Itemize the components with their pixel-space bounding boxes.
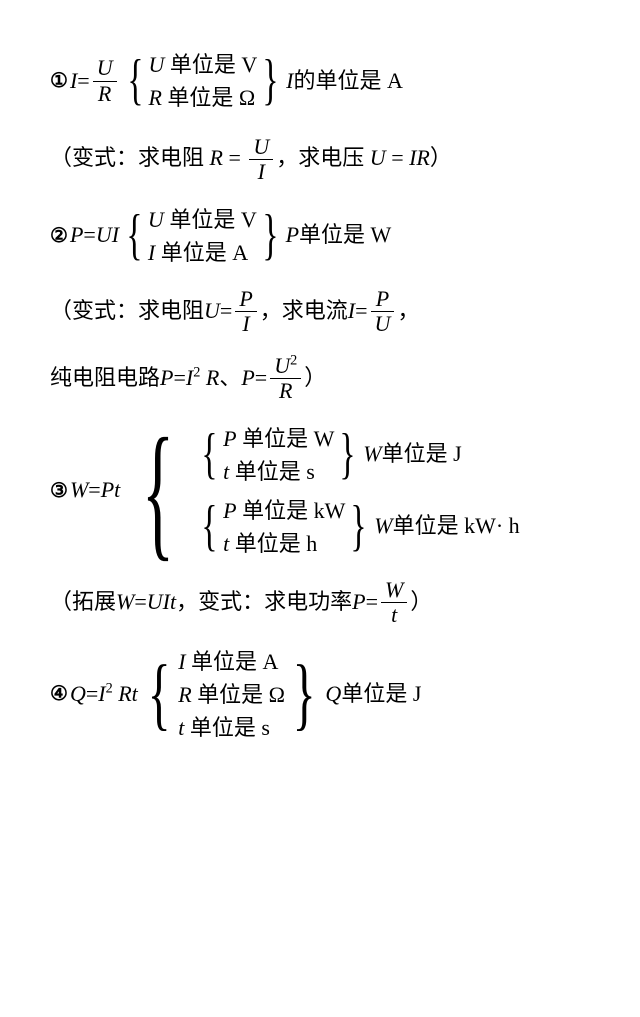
fraction-P-over-I: PI: [235, 287, 256, 336]
formula-4: ④ Q = I2 Rt { I 单位是 A R 单位是 Ω t 单位是 s } …: [50, 645, 600, 744]
result-var: I: [286, 66, 293, 97]
eq: =: [77, 66, 89, 97]
label-1: ①: [50, 67, 68, 95]
brace-units-4: { I 单位是 A R 单位是 Ω t 单位是 s }: [140, 645, 324, 744]
result-text: 的单位是 A: [293, 66, 402, 97]
formula-2-variant-b: 纯电阻电路 P = I2 R 、 P = U2 R ）: [50, 354, 600, 403]
fraction-P-over-U: PU: [371, 287, 395, 336]
fraction-W-over-t: Wt: [381, 578, 407, 627]
fraction-U2-over-R: U2 R: [270, 354, 301, 403]
formula-2-variant-a: （变式：求电阻 U = PI ，求电流 I = PU ，: [50, 287, 600, 336]
fraction-U-over-R: U R: [93, 56, 117, 105]
label-3: ③: [50, 477, 68, 505]
formula-3: ③ W = Pt { { P 单位是 W t 单位是 s } W 单位是 J: [50, 422, 600, 560]
label-2: ②: [50, 222, 68, 250]
var-I: I: [70, 66, 77, 97]
formula-2: ② P = UI { U 单位是 V I 单位是 A } P 单位是 W: [50, 203, 600, 269]
formula-1: ① I = U R { U 单位是 V R 单位是 Ω } I 的单位是 A: [50, 48, 600, 114]
brace-units-2: { U 单位是 V I 单位是 A }: [121, 203, 284, 269]
formula-3-extension: （拓展 W = UIt ，变式：求电功率 P = Wt ）: [50, 578, 600, 627]
fraction-U-over-I: UI: [249, 135, 273, 184]
formula-1-variant: （变式：求电阻 R = UI，求电压 U = IR）: [50, 132, 600, 185]
brace-outer-3: { { P 单位是 W t 单位是 s } W 单位是 J {: [122, 422, 519, 560]
brace-units-1: { U 单位是 V R 单位是 Ω }: [122, 48, 285, 114]
label-4: ④: [50, 680, 68, 708]
